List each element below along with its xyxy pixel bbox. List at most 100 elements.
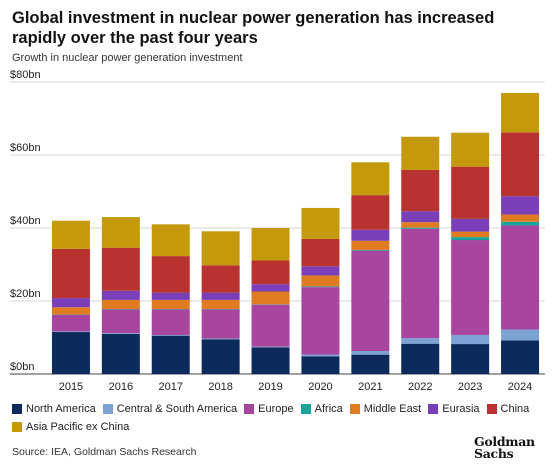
- bar-segment: [251, 304, 290, 347]
- x-tick-label: 2018: [208, 381, 232, 393]
- bar-segment: [501, 225, 540, 330]
- bar-segment: [301, 354, 340, 357]
- bar-segment: [151, 334, 190, 336]
- bar-segment: [301, 356, 340, 374]
- bar-segment: [151, 299, 190, 310]
- bar-segment: [101, 290, 140, 300]
- bar-segment: [101, 333, 140, 334]
- bar-segment: [251, 346, 290, 348]
- bar-segment: [451, 166, 490, 219]
- bar-segment: [251, 347, 290, 374]
- bar-segment: [451, 344, 490, 374]
- bar-segment: [251, 260, 290, 285]
- bar-segment: [51, 307, 90, 315]
- y-tick-label: $40bn: [10, 215, 41, 227]
- bar-segment: [101, 299, 140, 310]
- chart-legend: North America Central & South America Euro…: [12, 401, 542, 437]
- logo-line-1: Goldman: [474, 434, 535, 449]
- y-tick-label: $80bn: [10, 69, 41, 81]
- bar-segment: [301, 238, 340, 267]
- bar-segment: [201, 231, 240, 266]
- bar-segment: [301, 286, 340, 288]
- bar-segment: [351, 162, 390, 196]
- bar-segment: [51, 248, 90, 299]
- bar-segment: [51, 298, 90, 308]
- legend-item: Europe: [244, 401, 294, 417]
- legend-label: Asia Pacific ex China: [26, 421, 130, 433]
- bar-segment: [401, 211, 440, 223]
- legend-label: Middle East: [363, 403, 422, 415]
- x-tick-label: 2021: [358, 381, 382, 393]
- bar-segment: [301, 266, 340, 276]
- bar-segment: [151, 335, 190, 374]
- bar-segment: [401, 169, 440, 212]
- x-tick-label: 2024: [508, 381, 532, 393]
- bar-segment: [351, 250, 390, 352]
- bar-segment: [251, 291, 290, 305]
- bar-segment: [401, 227, 440, 229]
- legend-swatch: [486, 404, 497, 414]
- bar-segment: [101, 217, 140, 248]
- legend-item: Africa: [300, 401, 343, 417]
- bar-segment: [501, 329, 540, 341]
- bar-segment: [201, 265, 240, 293]
- x-tick-label: 2022: [408, 381, 432, 393]
- legend-item: North America: [12, 401, 96, 417]
- source-note: Source: IEA, Goldman Sachs Research: [12, 446, 197, 458]
- legend-swatch: [12, 404, 22, 414]
- bar-segment: [101, 333, 140, 374]
- bar-segment: [501, 221, 540, 226]
- bar-segment: [351, 195, 390, 230]
- bar-segment: [451, 240, 490, 335]
- legend-swatch: [102, 404, 113, 414]
- legend-label: China: [500, 403, 530, 415]
- legend-label: Africa: [314, 403, 343, 415]
- bar-segment: [201, 292, 240, 300]
- bar-segment: [101, 247, 140, 291]
- bar-segment: [301, 275, 340, 287]
- legend-label: Central & South America: [116, 403, 238, 415]
- legend-swatch: [428, 404, 439, 414]
- y-tick-label: $60bn: [10, 142, 41, 154]
- bar-segment: [501, 214, 540, 222]
- legend-swatch: [349, 404, 360, 414]
- x-tick-label: 2016: [109, 381, 133, 393]
- legend-label: Eurasia: [442, 403, 480, 415]
- bar-segment: [301, 287, 340, 355]
- logo-line-2: Sachs: [474, 446, 514, 461]
- bar-segment: [501, 92, 540, 133]
- legend-swatch: [12, 422, 22, 432]
- bar-segment: [351, 240, 390, 250]
- bar-segment: [51, 331, 90, 333]
- bar-segment: [251, 284, 290, 292]
- legend-label: North America: [26, 403, 96, 415]
- legend-swatch: [244, 404, 255, 414]
- bar-segment: [501, 196, 540, 215]
- bar-segment: [151, 256, 190, 293]
- bar-segment: [201, 338, 240, 340]
- bar-segment: [301, 207, 340, 239]
- bar-segment: [351, 229, 390, 241]
- bar-segment: [101, 309, 140, 334]
- legend-label: Europe: [258, 403, 294, 415]
- legend-item: Central & South America: [102, 401, 238, 417]
- bar-segment: [51, 220, 90, 249]
- bar-segment: [501, 132, 540, 197]
- x-tick-label: 2020: [308, 381, 332, 393]
- legend-item: Eurasia: [428, 401, 480, 417]
- legend-item: Asia Pacific ex China: [12, 419, 129, 435]
- bar-segment: [401, 222, 440, 228]
- x-tick-label: 2017: [159, 381, 183, 393]
- bar-segment: [151, 309, 190, 335]
- stacked-bar-chart: $0bn $20bn $40bn $60bn $80bn 2015 2016 2017 2018…: [10, 69, 545, 393]
- bar-segment: [451, 237, 490, 241]
- bar-segment: [401, 136, 440, 170]
- bar-segment: [451, 334, 490, 345]
- bar-segment: [401, 338, 440, 344]
- x-tick-label: 2015: [59, 381, 83, 393]
- bar-segment: [51, 332, 90, 374]
- bar-segment: [351, 354, 390, 374]
- bar-segment: [151, 224, 190, 257]
- bar-segment: [401, 343, 440, 374]
- bar-segment: [201, 309, 240, 339]
